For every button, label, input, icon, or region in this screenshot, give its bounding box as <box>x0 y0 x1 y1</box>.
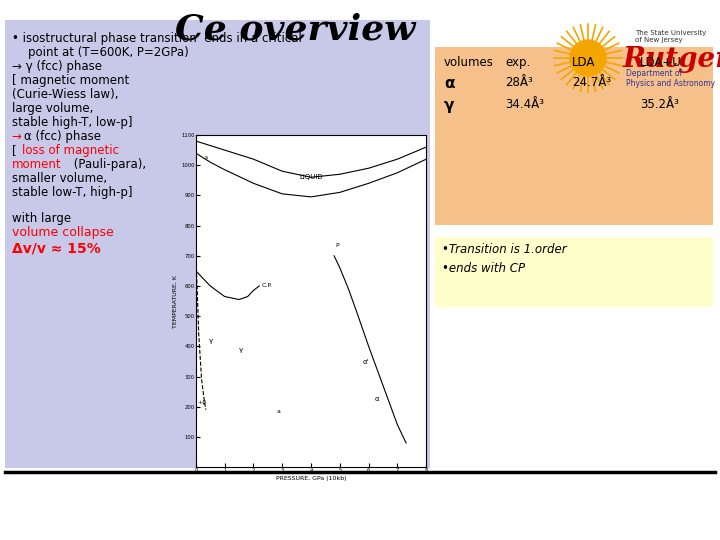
Text: •ends with CP: •ends with CP <box>442 262 525 275</box>
Text: stable low-T, high-p]: stable low-T, high-p] <box>12 186 132 199</box>
Text: [: [ <box>12 144 20 157</box>
Text: Ce overview: Ce overview <box>175 13 415 47</box>
Text: γ: γ <box>239 347 243 353</box>
Text: stable high-T, low-p]: stable high-T, low-p] <box>12 116 132 129</box>
Text: volume collapse: volume collapse <box>12 226 114 239</box>
Text: C.P.: C.P. <box>262 284 273 288</box>
Text: P: P <box>336 242 339 248</box>
Text: loss of magnetic: loss of magnetic <box>22 144 119 157</box>
Text: LDA: LDA <box>572 56 595 69</box>
Text: The State University
of New Jersey: The State University of New Jersey <box>635 30 706 43</box>
FancyBboxPatch shape <box>5 20 430 468</box>
Text: moment: moment <box>12 158 62 171</box>
Text: α: α <box>444 76 454 91</box>
Text: α (fcc) phase: α (fcc) phase <box>24 130 101 143</box>
Text: point at (T=600K, P=2GPa): point at (T=600K, P=2GPa) <box>28 46 189 59</box>
Text: γ: γ <box>444 98 454 113</box>
Text: →: → <box>12 130 26 143</box>
Text: +β: +β <box>197 400 207 404</box>
Text: → γ (fcc) phase: → γ (fcc) phase <box>12 60 102 73</box>
Text: •Transition is 1.order: •Transition is 1.order <box>442 243 567 256</box>
Text: LIQUID: LIQUID <box>300 174 323 180</box>
X-axis label: PRESSURE, GPa (10kb): PRESSURE, GPa (10kb) <box>276 476 346 481</box>
Text: Δv/v ≈ 15%: Δv/v ≈ 15% <box>12 242 101 256</box>
Text: a: a <box>276 409 280 414</box>
Text: 34.4Å³: 34.4Å³ <box>505 98 544 111</box>
Text: smaller volume,: smaller volume, <box>12 172 107 185</box>
FancyBboxPatch shape <box>435 47 713 225</box>
Circle shape <box>570 40 606 76</box>
Text: large volume,: large volume, <box>12 102 94 115</box>
Text: LDA+U: LDA+U <box>640 56 682 69</box>
Text: (Pauli-para),: (Pauli-para), <box>70 158 146 171</box>
Text: 24.7Å³: 24.7Å³ <box>572 76 611 89</box>
FancyBboxPatch shape <box>435 237 713 307</box>
Text: exp.: exp. <box>505 56 530 69</box>
Text: α: α <box>374 396 379 402</box>
Text: [ magnetic moment: [ magnetic moment <box>12 74 130 87</box>
Text: γ: γ <box>209 339 213 345</box>
Text: 28Å³: 28Å³ <box>505 76 533 89</box>
Text: volumes: volumes <box>444 56 494 69</box>
Text: (Curie-Wiess law),: (Curie-Wiess law), <box>12 88 119 101</box>
Text: • isostructural phase transition  ends in a critical: • isostructural phase transition ends in… <box>12 32 302 45</box>
Text: α': α' <box>363 360 369 366</box>
Text: Department of
Physics and Astronomy: Department of Physics and Astronomy <box>626 69 715 89</box>
Text: 35.2Å³: 35.2Å³ <box>640 98 679 111</box>
Y-axis label: TEMPERATURE, K: TEMPERATURE, K <box>174 274 178 328</box>
Text: with large: with large <box>12 212 71 225</box>
Text: s: s <box>204 155 208 160</box>
Text: Rutgers: Rutgers <box>623 46 720 73</box>
